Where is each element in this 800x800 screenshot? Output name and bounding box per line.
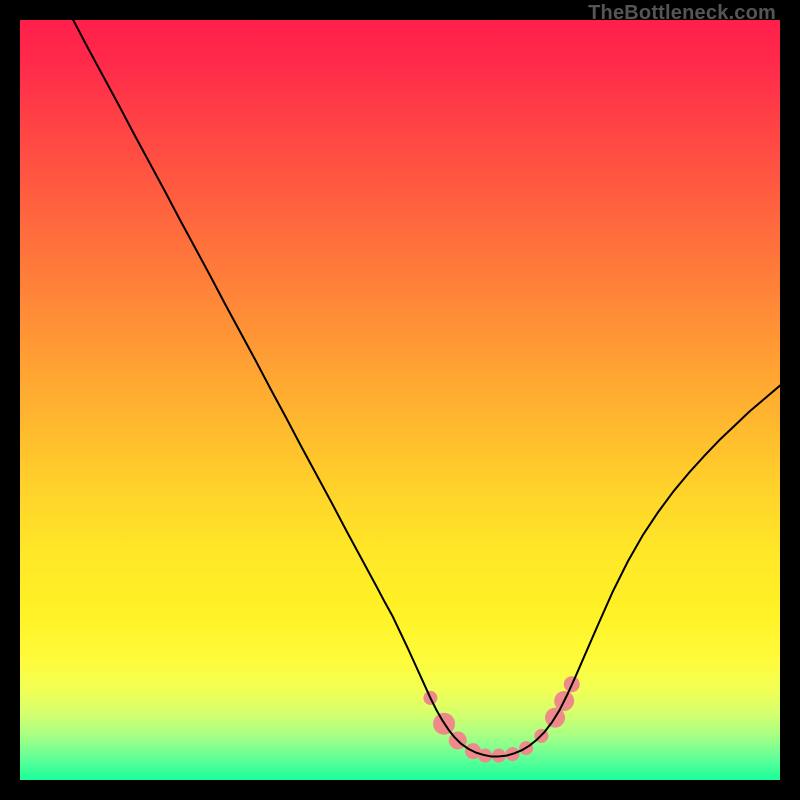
chart-overlay <box>20 20 780 780</box>
chart-stage: TheBottleneck.com <box>0 0 800 800</box>
plot-area <box>20 20 780 780</box>
watermark-text: TheBottleneck.com <box>588 2 776 25</box>
curve-line <box>73 20 780 756</box>
markers-group <box>423 676 579 762</box>
